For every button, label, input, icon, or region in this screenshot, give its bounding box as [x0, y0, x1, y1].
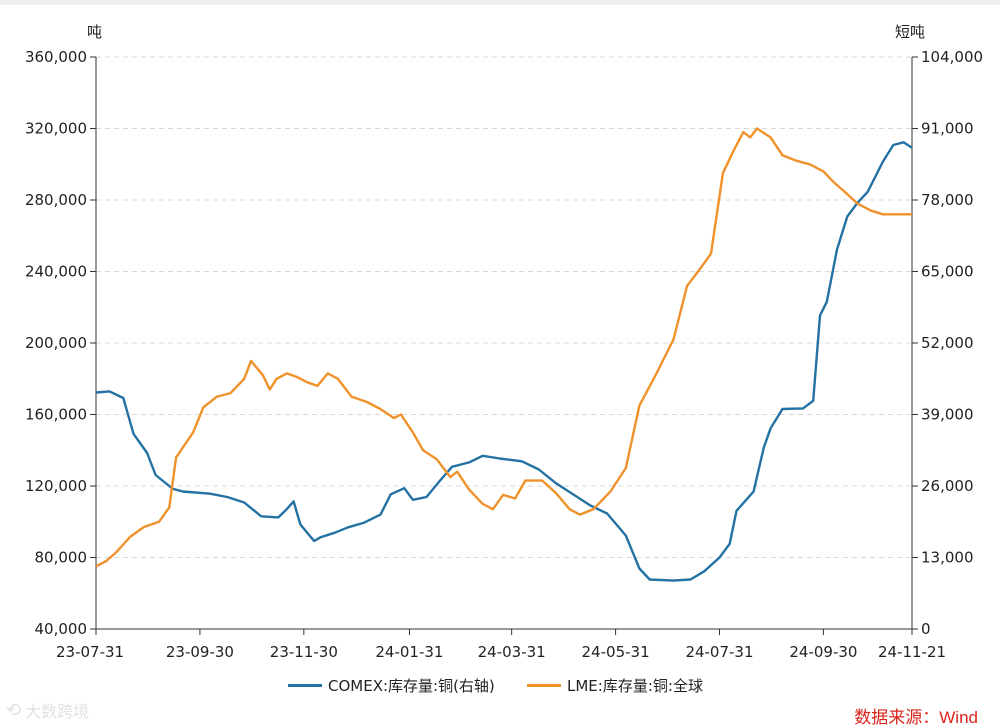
right-axis-tick-label: 78,000: [921, 191, 974, 209]
series-line-lme: [95, 127, 912, 568]
watermark: ⟲ 大数跨境: [6, 698, 89, 722]
left-axis-tick-label: 80,000: [35, 549, 88, 567]
right-axis-tick-label: 0: [921, 620, 931, 638]
x-axis-tick-label: 23-11-30: [270, 643, 338, 661]
x-axis-tick-label: 23-07-31: [56, 643, 124, 661]
x-axis-tick-label: 24-11-21: [878, 643, 946, 661]
left-axis-tick-label: 160,000: [25, 406, 87, 424]
legend-item-lme[interactable]: LME:库存量:铜:全球: [527, 675, 703, 696]
right-axis-tick-label: 104,000: [921, 48, 983, 66]
series-line-comex: [95, 141, 913, 582]
left-axis-unit: 吨: [87, 23, 102, 41]
left-axis-tick-label: 240,000: [25, 263, 87, 281]
legend-label-lme: LME:库存量:铜:全球: [567, 677, 703, 695]
left-axis-tick-label: 40,000: [35, 620, 88, 638]
left-axis-tick-label: 360,000: [25, 48, 87, 66]
right-axis-tick-label: 91,000: [921, 120, 974, 138]
x-axis-tick-label: 24-07-31: [685, 643, 753, 661]
x-axis-tick-label: 24-01-31: [375, 643, 443, 661]
right-axis-tick-label: 13,000: [921, 549, 974, 567]
right-axis-unit: 短吨: [895, 23, 925, 41]
right-axis-tick-label: 39,000: [921, 406, 974, 424]
x-axis-tick-label: 23-09-30: [166, 643, 234, 661]
left-axis-tick-label: 200,000: [25, 334, 87, 352]
x-axis-tick-label: 24-09-30: [789, 643, 857, 661]
right-axis-tick-label: 26,000: [921, 477, 974, 495]
legend-label-comex: COMEX:库存量:铜(右轴): [328, 677, 495, 695]
x-axis-tick-label: 24-05-31: [582, 643, 650, 661]
legend-item-comex[interactable]: COMEX:库存量:铜(右轴): [288, 675, 495, 696]
series-lines: [95, 127, 913, 582]
left-axis-tick-label: 320,000: [25, 120, 87, 138]
axes: 40,000 0 80,000 13,000 120,000 26,000 160,000 3…: [25, 48, 983, 661]
left-axis-tick-label: 120,000: [25, 477, 87, 495]
watermark-text: 大数跨境: [25, 702, 90, 721]
right-axis-tick-label: 65,000: [921, 263, 974, 281]
top-bar: [0, 0, 1000, 5]
data-source-label: 数据来源：Wind: [854, 708, 978, 727]
right-axis-tick-label: 52,000: [921, 334, 974, 352]
x-axis-tick-label: 24-03-31: [478, 643, 546, 661]
legend-swatch-comex: [288, 684, 322, 687]
legend: COMEX:库存量:铜(右轴) LME:库存量:铜:全球: [0, 675, 1000, 697]
watermark-logo-icon: ⟲: [6, 699, 22, 721]
grid-lines: [96, 56, 912, 558]
legend-swatch-lme: [527, 684, 561, 687]
left-axis-tick-label: 280,000: [25, 191, 87, 209]
